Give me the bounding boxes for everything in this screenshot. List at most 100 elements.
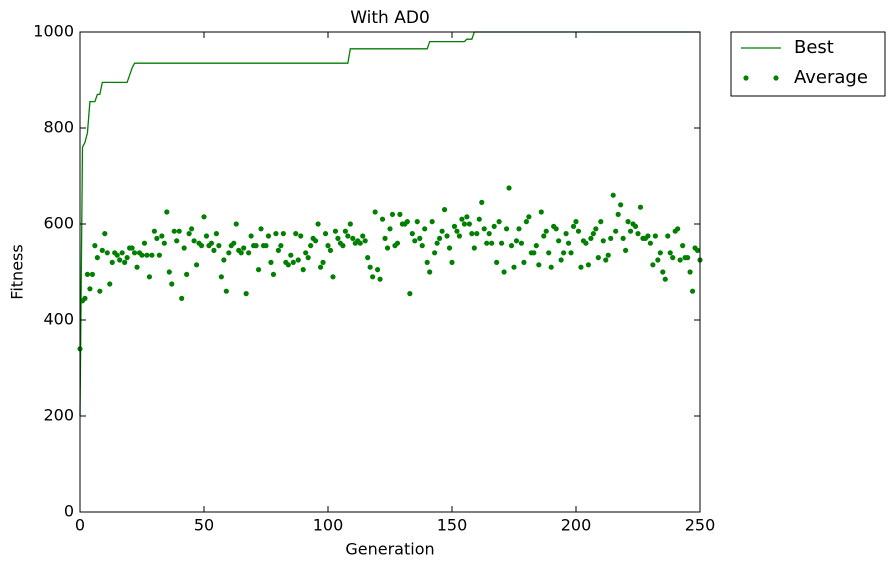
data-point [647,240,654,246]
data-point [280,231,286,237]
x-tick-label: 200 [561,516,592,535]
data-point [625,219,631,225]
data-point [169,281,175,287]
data-point [652,233,658,239]
data-point [186,231,192,237]
data-point [506,185,512,191]
data-point [139,252,145,258]
data-point [375,267,381,273]
data-point [166,269,172,275]
data-point [308,243,314,249]
data-point [124,255,130,261]
data-point [253,243,259,249]
data-point [164,209,170,215]
plot-area [77,31,703,417]
x-tick-label: 50 [194,516,214,535]
x-tick-label: 0 [75,516,85,535]
data-point [131,250,138,256]
data-point [543,228,549,234]
data-point [181,245,187,251]
data-point [102,231,108,237]
data-point [246,250,252,256]
data-point [451,223,458,229]
data-point [198,243,205,249]
data-point [541,233,547,239]
data-point [362,238,368,244]
data-point [508,243,515,249]
data-point [159,233,165,239]
data-point [379,216,386,222]
data-point [184,271,190,277]
data-point [414,219,420,225]
data-point [243,291,249,297]
data-point [476,216,482,222]
data-point [340,243,346,249]
data-point [99,247,105,253]
data-point [191,238,197,244]
data-point [273,231,279,237]
data-point [565,240,572,246]
data-point [122,259,128,265]
data-point [479,199,485,205]
data-point [501,269,507,275]
data-point [335,235,341,241]
data-point [526,214,532,220]
data-point [618,202,624,208]
data-point [429,219,435,225]
data-point [427,269,433,275]
data-point [434,240,440,246]
data-point [389,211,396,217]
data-point [295,257,301,263]
data-point [573,219,579,225]
data-point [444,233,450,239]
data-point [412,238,418,244]
data-point [151,228,157,234]
data-point [104,250,110,256]
y-axis-label: Fitness [8,244,27,299]
data-point [161,240,167,246]
data-point [241,245,247,251]
data-point [694,247,701,253]
data-point [516,226,522,232]
data-point [486,231,492,237]
data-point [189,226,195,232]
data-point [632,223,639,229]
legend: Best Average [730,31,886,97]
data-point [689,288,696,294]
data-point [600,238,606,244]
data-point [332,228,339,234]
data-point [216,243,222,249]
data-point [149,252,155,258]
data-point [367,264,373,270]
data-point [372,209,378,215]
data-point [322,231,329,237]
data-point [494,259,500,265]
data-point [82,295,88,301]
data-point [211,247,217,253]
data-point [330,274,336,280]
y-tick-label: 600 [43,214,74,233]
data-point [174,238,180,244]
legend-label: Average [794,67,868,88]
data-point [588,235,594,241]
data-point [146,274,153,280]
data-point [288,252,294,258]
data-point [97,288,103,294]
data-point [503,226,510,232]
data-point [141,240,148,246]
data-point [553,226,559,232]
y-tick-label: 200 [43,406,74,425]
data-point [268,259,274,265]
data-point [677,257,683,263]
data-point [548,264,554,270]
data-point [370,274,376,280]
data-point [536,262,542,268]
data-point [285,262,291,268]
data-point [471,245,477,251]
data-point [218,274,224,280]
data-point [320,259,326,265]
data-point [208,240,215,246]
data-point [317,264,324,270]
data-point [531,250,537,256]
data-point [603,257,609,263]
